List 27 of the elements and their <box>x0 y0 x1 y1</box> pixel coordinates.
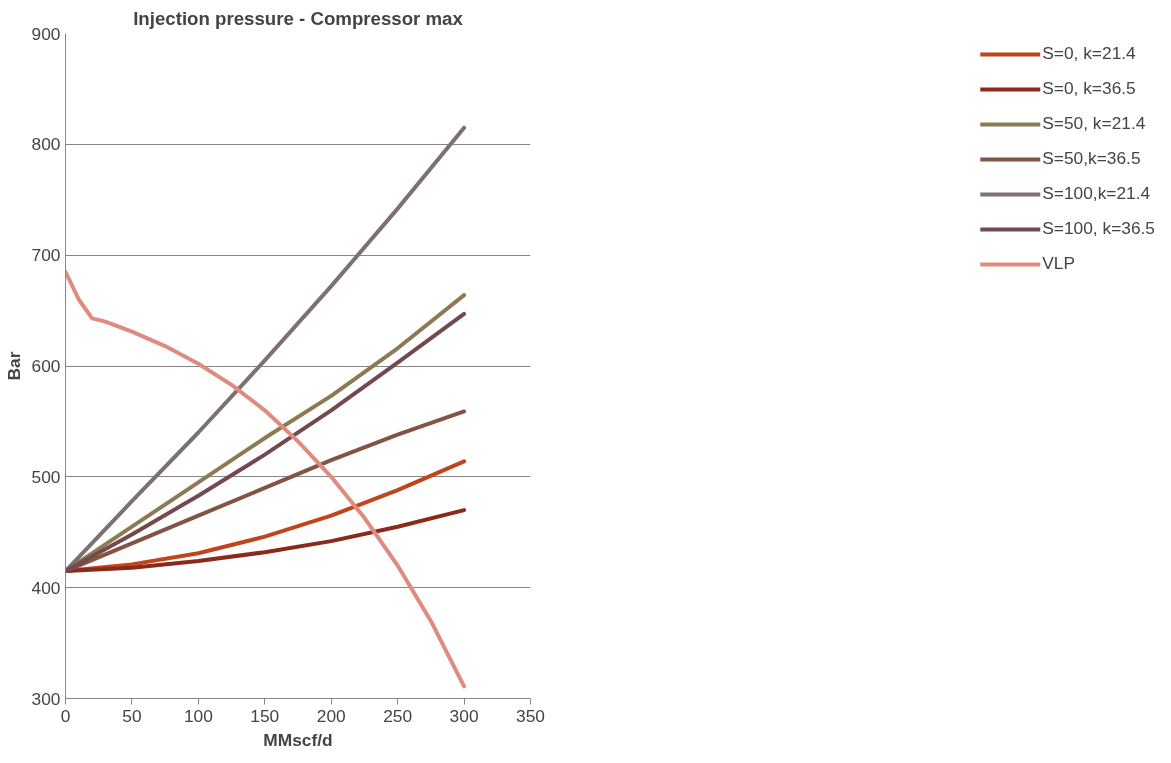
y-tick-label: 900 <box>31 23 61 44</box>
y-tick-label: 700 <box>31 245 61 266</box>
legend-label: S=100,k=21.4 <box>1042 183 1151 204</box>
legend-label: S=0, k=36.5 <box>1042 78 1136 99</box>
legend-label: VLP <box>1042 253 1076 274</box>
legend-label: S=0, k=21.4 <box>1042 43 1136 64</box>
legend-label: S=100, k=36.5 <box>1042 218 1155 239</box>
x-tick-label: 0 <box>60 705 71 726</box>
y-tick-label: 800 <box>31 134 61 155</box>
y-tick-label: 400 <box>31 577 61 598</box>
line-series <box>65 269 467 689</box>
x-tick-label: 300 <box>449 705 479 726</box>
y-tick-label: 300 <box>31 688 61 709</box>
y-tick-label: 500 <box>31 466 61 487</box>
x-tick-label: 100 <box>183 705 213 726</box>
legend-label: S=50,k=36.5 <box>1042 148 1141 169</box>
line-series <box>65 508 467 574</box>
x-tick-label: 350 <box>516 705 545 726</box>
y-axis-title: Bar <box>3 351 24 381</box>
x-tick-label: 50 <box>122 705 142 726</box>
x-tick-label: 150 <box>250 705 280 726</box>
legend-label: S=50, k=21.4 <box>1042 113 1146 134</box>
chart-title: Injection pressure - Compressor max <box>133 7 464 29</box>
x-tick-label: 250 <box>383 705 413 726</box>
y-tick-label: 600 <box>31 356 61 376</box>
x-tick-label: 200 <box>316 705 346 726</box>
x-axis-title: MMscf/d <box>263 729 333 750</box>
